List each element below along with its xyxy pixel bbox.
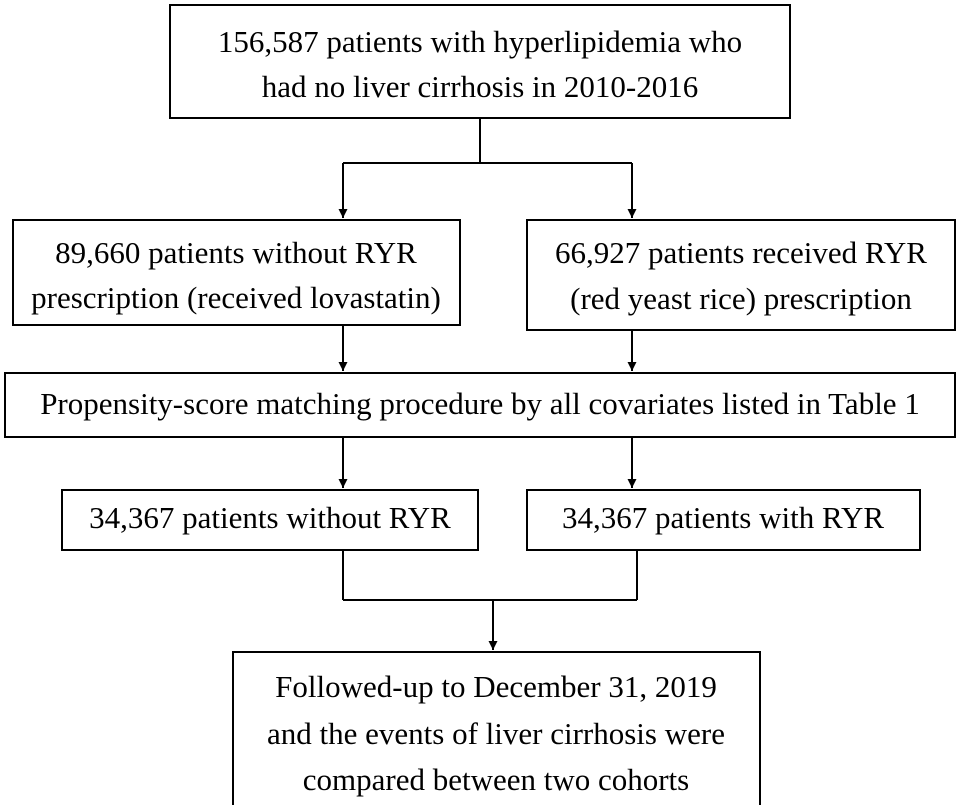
box: [61, 489, 479, 551]
box: [232, 651, 761, 805]
box: [12, 219, 461, 326]
node-text: Propensity-score matching procedure by a…: [40, 386, 920, 421]
node-text: 156,587 patients with hyperlipidemia who: [218, 24, 742, 59]
node-text: prescription (received lovastatin): [31, 280, 441, 315]
node-text: 66,927 patients received RYR: [555, 235, 927, 270]
box: [526, 219, 956, 331]
node-text: Followed-up to December 31, 2019: [275, 669, 717, 704]
node-text: compared between two cohorts: [303, 762, 690, 797]
node-text: 89,660 patients without RYR: [55, 235, 417, 270]
connectors: [338, 118, 638, 650]
box: [169, 4, 791, 119]
box: [526, 489, 921, 551]
node-text: and the events of liver cirrhosis were: [267, 716, 725, 751]
node-text: (red yeast rice) prescription: [570, 281, 912, 316]
node-text: 34,367 patients with RYR: [562, 500, 884, 535]
node-text: had no liver cirrhosis in 2010-2016: [262, 69, 699, 104]
box: [4, 372, 956, 438]
node-text: 34,367 patients without RYR: [89, 500, 451, 535]
